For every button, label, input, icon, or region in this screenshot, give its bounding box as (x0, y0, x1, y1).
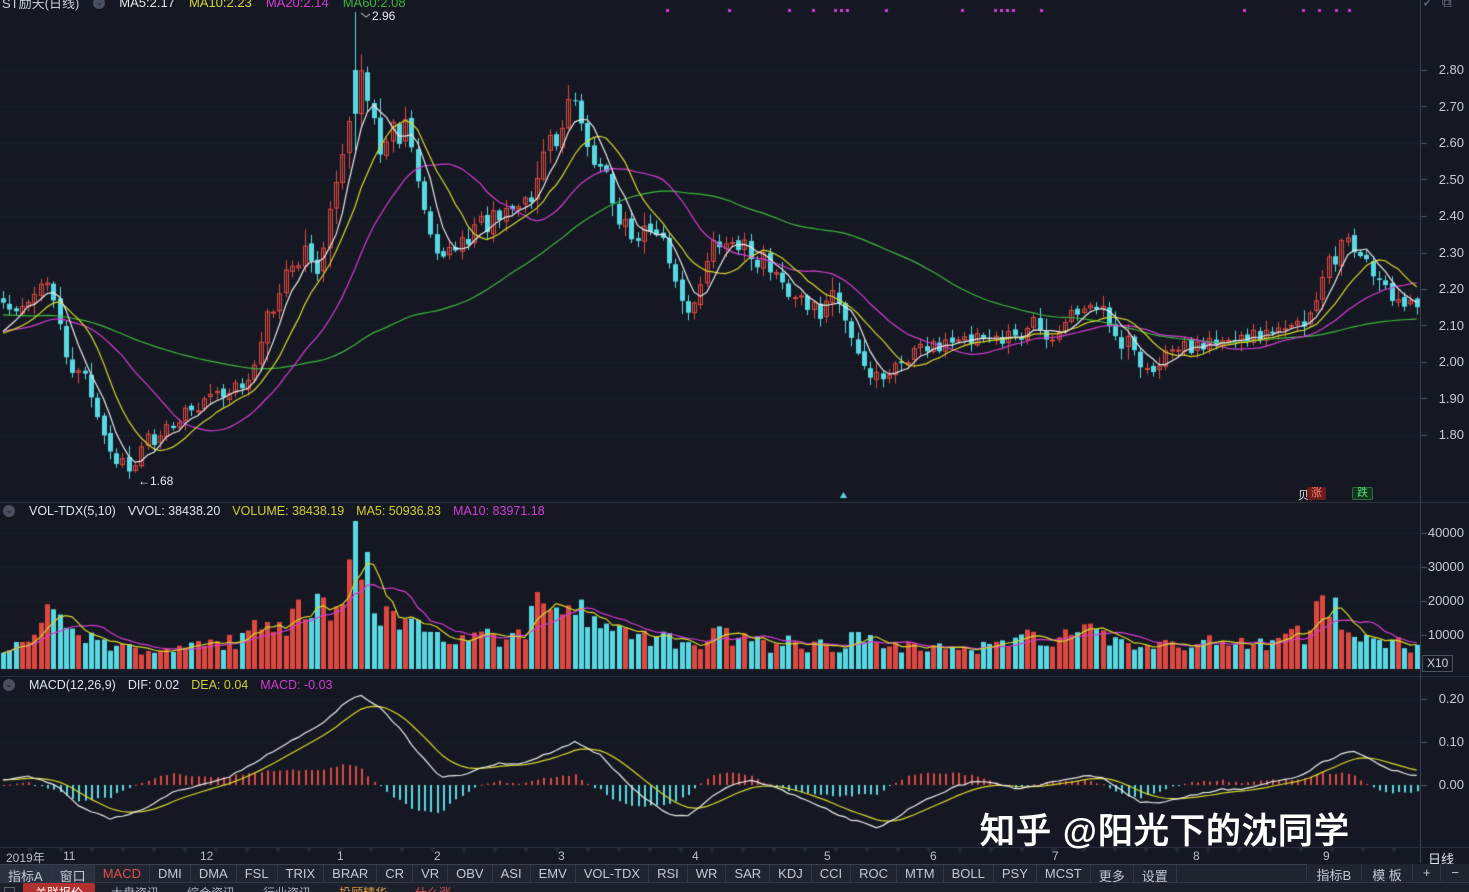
toolbar-button-DMA[interactable]: DMA (191, 865, 237, 882)
toolbar-button-窗口[interactable]: 窗口 (52, 865, 95, 882)
toolbar-button-BRAR[interactable]: BRAR (324, 865, 377, 882)
macd-header-item-2: DEA: 0.04 (191, 678, 248, 692)
price-tick-label: 2.40 (1439, 208, 1464, 223)
macd-pane-header: ⌄ MACD(12,26,9) DIF: 0.02 DEA: 0.04 MACD: -… (3, 678, 357, 692)
ma-value-1: MA10:2.23 (189, 0, 252, 10)
volume-values: VOL-TDX(5,10) VVOL: 38438.20 VOLUME: 38438… (29, 504, 557, 518)
price-tick-label: 2.50 (1439, 172, 1464, 187)
collapse-chevron-icon[interactable]: ⌄ (3, 505, 15, 517)
month-label-12: 12 (200, 849, 213, 863)
toolbar-button-PSY[interactable]: PSY (994, 865, 1037, 882)
month-label-1: 1 (337, 849, 344, 863)
price-tick-label: 2.10 (1439, 318, 1464, 333)
macd-header-item-0: MACD(12,26,9) (29, 678, 116, 692)
price-tick-label: 2.20 (1439, 281, 1464, 296)
watermark: 知乎 @阳光下的沈同学 (980, 803, 1350, 854)
macd-tick-label: 0.10 (1439, 734, 1464, 749)
toolbar-right-button-+[interactable]: + (1412, 864, 1441, 881)
pane-divider (0, 502, 1469, 503)
low-price-annotation: ←1.68 (138, 474, 173, 488)
volume-header-item-1: VVOL: 38438.20 (128, 504, 220, 518)
toolbar-button-MTM[interactable]: MTM (897, 865, 944, 882)
toolbar-button-指标A[interactable]: 指标A (0, 865, 52, 882)
month-label-2: 2 (434, 849, 441, 863)
toolbar-button-KDJ[interactable]: KDJ (770, 865, 812, 882)
toolbar-button-更多[interactable]: 更多 (1091, 865, 1134, 882)
toolbar-button-TRIX[interactable]: TRIX (278, 865, 325, 882)
toolbar-button-WR[interactable]: WR (688, 865, 727, 882)
collapse-chevron-icon[interactable]: ⌄ (93, 0, 105, 9)
price-tick-label: 2.30 (1439, 245, 1464, 260)
stock-title: ST励天(日线) (2, 0, 79, 12)
toolbar-button-ASI[interactable]: ASI (493, 865, 531, 882)
high-price-annotation: 2.96 (372, 9, 395, 23)
axis-border (1420, 0, 1421, 863)
price-tick-label: 2.80 (1439, 62, 1464, 77)
toolbar-button-EMV[interactable]: EMV (531, 865, 576, 882)
macd-values: MACD(12,26,9) DIF: 0.02 DEA: 0.04 MACD: -0.… (29, 678, 345, 692)
price-tick-label: 1.80 (1439, 427, 1464, 442)
volume-tick-label: 10000 (1428, 627, 1464, 642)
volume-tick-label: 40000 (1428, 525, 1464, 540)
check-icon[interactable]: ✓ (1422, 0, 1442, 10)
toolbar-button-设置[interactable]: 设置 (1134, 865, 1177, 882)
toolbar-button-MCST[interactable]: MCST (1037, 865, 1091, 882)
price-tick-label: 2.00 (1439, 354, 1464, 369)
month-label-5: 5 (824, 849, 831, 863)
toolbar-button-CR[interactable]: CR (377, 865, 413, 882)
macd-tick-label: 0.00 (1439, 777, 1464, 792)
toolbar-right-button-模 板[interactable]: 模 板 (1361, 864, 1412, 881)
volume-header-item-2: VOLUME: 38438.19 (232, 504, 344, 518)
volume-tick-label: 20000 (1428, 593, 1464, 608)
bottom-checkbox[interactable] (4, 887, 15, 892)
macd-tick-label: 0.20 (1439, 691, 1464, 706)
bearish-button[interactable]: 跌 (1352, 487, 1373, 500)
pane-divider (0, 676, 1469, 677)
toolbar-button-FSL[interactable]: FSL (237, 865, 278, 882)
collapse-chevron-icon[interactable]: ⌄ (3, 679, 15, 691)
toolbar-button-RSI[interactable]: RSI (649, 865, 688, 882)
price-tick-label: 1.90 (1439, 391, 1464, 406)
toolbar-button-MACD[interactable]: MACD (95, 865, 150, 882)
macd-header-item-1: DIF: 0.02 (128, 678, 179, 692)
toolbar-button-DMI[interactable]: DMI (150, 865, 191, 882)
month-label-6: 6 (930, 849, 937, 863)
window-icon[interactable]: ⧉ (1442, 0, 1460, 10)
toolbar-right-button-−[interactable]: − (1440, 864, 1469, 881)
toolbar-button-CCI[interactable]: CCI (812, 865, 851, 882)
toolbar-right-button-指标B[interactable]: 指标B (1306, 864, 1362, 881)
ma-value-2: MA20:2.14 (266, 0, 329, 10)
volume-header-item-4: MA10: 83971.18 (453, 504, 545, 518)
volume-pane-header: ⌄ VOL-TDX(5,10) VVOL: 38438.20 VOLUME: 384… (3, 504, 569, 518)
toolbar-button-VOL-TDX[interactable]: VOL-TDX (576, 865, 649, 882)
volume-unit-label: X10 (1422, 655, 1453, 672)
price-tick-label: 2.60 (1439, 135, 1464, 150)
volume-header-item-0: VOL-TDX(5,10) (29, 504, 116, 518)
toolbar-button-BOLL[interactable]: BOLL (944, 865, 994, 882)
top-right-icons[interactable]: ✓⧉ (1422, 0, 1460, 11)
bullish-button[interactable]: 涨 (1307, 487, 1326, 500)
macd-header-item-3: MACD: -0.03 (260, 678, 332, 692)
toolbar-button-SAR[interactable]: SAR (726, 865, 770, 882)
ma-value-0: MA5:2.17 (119, 0, 175, 10)
toolbar-button-OBV[interactable]: OBV (448, 865, 492, 882)
month-label-4: 4 (692, 849, 699, 863)
price-tick-label: 2.70 (1439, 99, 1464, 114)
month-label-3: 3 (558, 849, 565, 863)
volume-tick-label: 30000 (1428, 559, 1464, 574)
month-label-11: 11 (63, 849, 75, 863)
toolbar-button-ROC[interactable]: ROC (851, 865, 897, 882)
toolbar-button-VR[interactable]: VR (413, 865, 448, 882)
volume-header-item-3: MA5: 50936.83 (356, 504, 441, 518)
